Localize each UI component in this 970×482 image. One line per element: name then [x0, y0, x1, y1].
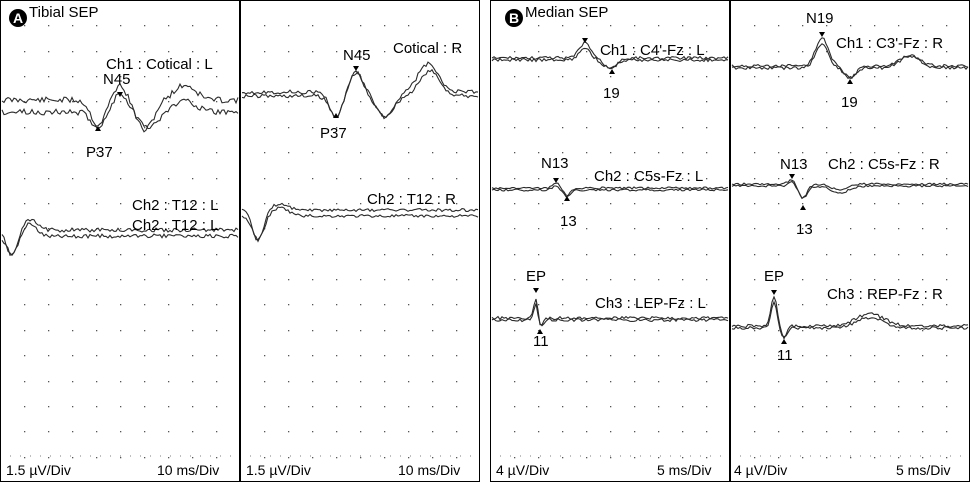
- p37-left-label: P37: [86, 144, 113, 161]
- trace-a-ch2-right-1: [241, 202, 479, 243]
- n45-right-label: N45: [343, 47, 371, 64]
- p13-right-label: 13: [796, 221, 813, 238]
- ch2-c5s-left-label: Ch2 : C5s-Fz : L: [594, 168, 704, 185]
- p11-left-label: 11: [533, 333, 549, 350]
- scale-a-right: 1.5 µV/Div: [246, 462, 311, 478]
- p19-right-label: 19: [841, 94, 858, 111]
- time-b-left: 5 ms/Div: [657, 462, 712, 478]
- trace-b-ch2-right-2: [731, 180, 969, 199]
- time-a-left: 10 ms/Div: [157, 462, 220, 478]
- marker-ep-right: [771, 290, 777, 295]
- marker-13-right: [800, 205, 806, 210]
- trace-b-ch3-right-1: [731, 295, 969, 340]
- ch3-rep-label: Ch3 : REP-Fz : R: [827, 286, 943, 303]
- trace-b-ch3-right-2: [731, 300, 969, 338]
- ch1-c3-label: Ch1 : C3'-Fz : R: [836, 35, 944, 52]
- marker-p37-left: [95, 126, 101, 131]
- ch2-right-label: Ch2 : T12 : R: [367, 191, 456, 208]
- panel-b-title: Median SEP: [525, 4, 609, 21]
- ch1-c4-label: Ch1 : C4'-Fz : L: [600, 42, 705, 59]
- p19-left-label: 19: [603, 85, 620, 102]
- panel-b-badge: B: [505, 9, 523, 27]
- trace-b-ch1-right-2: [731, 43, 969, 80]
- marker-n13-right: [789, 174, 795, 179]
- marker-19-left: [609, 69, 615, 74]
- panel-a-badge: A: [9, 9, 27, 27]
- trace-b-ch2-left-1: [491, 182, 729, 197]
- grid-dots: [514, 25, 948, 459]
- ch1-right-label: Cotical : R: [393, 40, 463, 57]
- scale-b-left: 4 µV/Div: [496, 462, 550, 478]
- ch2-c5s-right-label: Ch2 : C5s-Fz : R: [828, 156, 940, 173]
- marker-n19-right: [819, 32, 825, 37]
- trace-b-ch2-left-2: [491, 185, 729, 198]
- trace-a-ch1-right-2: [241, 68, 479, 119]
- marker-n19-left: [582, 38, 588, 43]
- ch2-left-label: Ch2 : T12 : L: [132, 197, 219, 214]
- ch2-left-label-dup: Ch2 : T12 : L: [132, 217, 219, 234]
- panel-a: A Tibial SEP Ch1 : Cotical : L Cotical :…: [0, 0, 480, 482]
- ch1-left-label: Ch1 : Cotical : L: [106, 56, 213, 73]
- trace-a-ch2-left-1: [1, 218, 239, 256]
- trace-b-ch1-left-1: [491, 41, 729, 70]
- n13-right-label: N13: [780, 156, 808, 173]
- trace-b-ch1-right-1: [731, 37, 969, 79]
- trace-b-ch1-left-2: [491, 47, 729, 69]
- p13-left-label: 13: [560, 213, 577, 230]
- panel-b: B Median SEP Ch1 : C4'-Fz : L Ch1 : C3'-…: [490, 0, 970, 482]
- marker-11-right: [781, 339, 787, 344]
- p37-right-label: P37: [320, 125, 347, 142]
- trace-a-ch1-right-1: [241, 61, 479, 120]
- marker-n13-left: [553, 178, 559, 183]
- scale-a-left: 1.5 µV/Div: [6, 462, 71, 478]
- n19-label: N19: [806, 10, 834, 27]
- scale-b-right: 4 µV/Div: [734, 462, 788, 478]
- trace-b-ch2-right-1: [731, 179, 969, 200]
- panel-a-title: Tibial SEP: [29, 4, 99, 21]
- n13-left-label: N13: [541, 155, 569, 172]
- time-b-right: 5 ms/Div: [896, 462, 951, 478]
- ep-left-label: EP: [526, 268, 547, 285]
- panel-a-traces: [1, 61, 479, 257]
- trace-a-ch2-left-2: [1, 222, 239, 257]
- marker-ep-left: [533, 288, 539, 293]
- trace-b-ch3-left-2: [491, 303, 729, 327]
- marker-11-left: [537, 329, 543, 334]
- ch3-lep-label: Ch3 : LEP-Fz : L: [595, 295, 706, 312]
- panel-b-traces: [491, 32, 969, 344]
- p11-right-label: 11: [777, 347, 793, 364]
- trace-a-ch1-left-1: [1, 82, 239, 133]
- n45-left-label: N45: [103, 71, 131, 88]
- marker-n45-left: [117, 92, 123, 97]
- trace-a-ch2-right-2: [241, 206, 479, 241]
- time-a-right: 10 ms/Div: [398, 462, 461, 478]
- grid-dots: [24, 25, 458, 459]
- marker-13-left: [564, 196, 570, 201]
- marker-p37-right: [333, 113, 339, 118]
- ep-right-label: EP: [764, 268, 785, 285]
- marker-n45-right: [353, 66, 359, 71]
- marker-19-right: [847, 79, 853, 84]
